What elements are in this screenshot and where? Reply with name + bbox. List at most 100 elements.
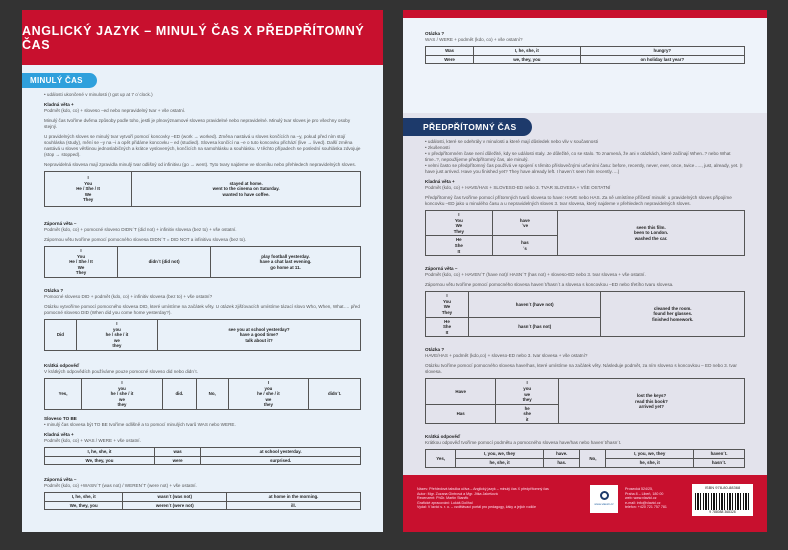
table-row: He She It hasn´t (has not) [425, 316, 745, 338]
table-cell: Did [44, 319, 77, 351]
bullet-list: události, které se odehrály v minulosti … [425, 139, 745, 175]
barcode-icon [695, 492, 750, 510]
table-cell: ill. [226, 500, 361, 511]
table-row: I, he, she, it was at school yesterday. [44, 447, 361, 457]
table-cell: was [153, 447, 202, 457]
table-cell: Yes, [424, 449, 457, 468]
table-cell: Was [424, 46, 475, 56]
table-cell: have ´ve [491, 209, 559, 237]
table-cell: I you he / she / it we they [75, 319, 159, 351]
table-cell: he, she, it [455, 458, 544, 468]
heading: Záporná věta – [425, 266, 458, 272]
heading: Otázka ? [425, 347, 445, 353]
heading: Kladná věta + [425, 179, 455, 184]
table-cell: weren´t (were not) [122, 500, 228, 511]
table-cell: I, you, we, they [605, 449, 695, 460]
table-cell: I, he, she, it [43, 492, 124, 502]
table-row: We, they, you weren´t (were not) ill. [43, 500, 361, 511]
table-row: I You He / She / It We They didn´t (did n… [43, 246, 361, 278]
table-cell: were [153, 455, 202, 466]
right-page: Otázka ? WAS / WERE + podmět (kdo, co) +… [403, 10, 767, 532]
heading: Otázka ? [44, 288, 64, 293]
table-to-be-positive: I, he, she, it was at school yesterday. We,… [44, 447, 361, 466]
table-negative: I You He / She / It We They didn´t (did n… [43, 246, 361, 278]
section-minuly-cas: MINULÝ ČAS [22, 73, 97, 88]
table-row: Have I you we they lost the keys? read thi… [424, 378, 745, 425]
heading: Kladná věta + [44, 102, 74, 107]
info-line: Vydal: V lavici s. r. o. – vzdělávací po… [417, 505, 537, 510]
paragraph: Nepravidelná slovesa mají zpravidla minu… [44, 162, 356, 167]
table-cell: I, he, she, it [473, 46, 581, 56]
table-positive: I You He / She / It We They stayed at hom… [43, 171, 361, 207]
table-negative: I You We They haven´t (have not) cleaned t… [425, 291, 745, 338]
paragraph: V krátkých odpovědích používáme pouze po… [44, 369, 198, 374]
title-banner: ANGLICKÝ JAZYK – MINULÝ ČAS X PŘEDPŘÍTOM… [22, 10, 383, 65]
address: Prosecká 524/25, Praha 8 – Libeň, 180 00… [625, 487, 695, 510]
table-cell: Have [424, 378, 497, 405]
table-to-be-question: Was I, he, she, it hungry? Were we, they, yo… [424, 46, 746, 65]
table-row: We, they, you were surprised. [44, 455, 361, 466]
rule: Podmět (kdo, co) + HAVEN´T (have not)/ H… [425, 272, 646, 278]
table-row: I You We They haven´t (have not) cleaned t… [425, 291, 745, 338]
rule: Podmět (kdo, co) +WASN´T (was not) / WER… [44, 483, 197, 489]
table-cell: on holiday last year? [579, 54, 746, 65]
table-cell: I, you, we, they [455, 449, 544, 460]
paragraph: Krátkou odpověď tvoříme pomocí podmětu a… [425, 440, 622, 446]
rule: Pomocné sloveso DID + podmět (kdo, co) +… [44, 294, 213, 299]
table-cell: didn´t (did not) [117, 246, 212, 278]
list-item: velmi často se předpřítomný čas používá … [425, 163, 745, 175]
address-line: e-mail: info@vlavici.cz [625, 500, 661, 505]
table-cell: we, they, you [473, 54, 581, 65]
table-cell: Has [424, 403, 497, 425]
rule: Podmět (kdo, co) + WAS / WERE + vše osta… [44, 438, 141, 443]
table-cell: No, [195, 378, 229, 410]
rule: Podmět (kdo, co) + pomocné sloveso DIDN´… [44, 227, 237, 232]
table-row: Yes, I you he / she / it we they did. No, I … [43, 378, 361, 410]
barcode-digits: 9 788088 368328 [709, 509, 736, 514]
isbn-barcode: ISBN 978-80-88368 9 788088 368328 [692, 484, 753, 516]
table-row: Was I, he, she, it hungry? [424, 46, 746, 56]
rule: Podmět (kdo, co) + HAVE/HAS + SLOVESO-ED… [425, 185, 611, 190]
footer: Název: Přehledová tabulka učiva – Anglic… [403, 475, 767, 532]
table-cell: play football yesterday. have a chat las… [210, 246, 361, 278]
table-row: Did I you he / she / it we they see you at… [44, 319, 361, 351]
heading: Krátká odpověď [425, 434, 461, 440]
table-cell: I You He / She / It We They [43, 246, 119, 278]
info-line: Název: Přehledová tabulka učiva – Anglic… [417, 487, 549, 491]
table-cell: have. [542, 449, 581, 460]
table-short-answer: Yes, I, you, we, they have. No, I, you, we, … [424, 449, 745, 468]
table-cell: didn´t. [308, 378, 361, 410]
rule: WAS / WERE + podmět (kdo, co) + vše osta… [425, 37, 523, 42]
paragraph: • minulý čas slovesa být TO BE tvoříme o… [44, 422, 236, 427]
heading: Záporná věta – [44, 221, 77, 226]
list-item: události, které se odehrály v minulosti … [425, 139, 745, 145]
info-line: Grafické zpracování: Lukáš Dolihal [417, 500, 473, 505]
page-title: ANGLICKÝ JAZYK – MINULÝ ČAS X PŘEDPŘÍTOM… [22, 23, 365, 52]
paragraph: Zápornou větu tvoříme pomocí pomocného s… [425, 282, 674, 288]
section-predpritomny-cas: PŘEDPŘÍTOMNÝ ČAS [403, 118, 533, 136]
table-cell: I you we they [495, 378, 559, 405]
heading: Otázka ? [425, 31, 445, 36]
table-row: Were we, they, you on holiday last year? [424, 54, 746, 65]
paragraph: Zápornou větu tvoříme pomocí pomocného s… [44, 237, 247, 242]
book-person-icon [599, 491, 609, 501]
table-cell: at school yesterday. [200, 447, 361, 457]
isbn-text: ISBN 978-80-88368 [704, 485, 741, 490]
table-to-be-negative: I, he, she, it wasn´t (was not) at home in… [43, 492, 361, 511]
heading: Kladná věta + [44, 432, 74, 437]
table-cell: haven´t. [693, 449, 745, 460]
table-row: I, he, she, it wasn´t (was not) at home in… [43, 492, 361, 502]
paragraph: Otázku vytvoříme pomocí pomocného sloves… [44, 304, 360, 315]
paragraph: Otázku tvoříme pomocí pomocného slovesa … [425, 363, 737, 375]
table-cell: I You We They [425, 209, 493, 237]
table-question: Have I you we they lost the keys? read thi… [424, 378, 745, 425]
intro: • události ukončené v minulosti (I got u… [44, 92, 153, 97]
list-item: v předpřítomném čase není důležité, kdy … [425, 151, 745, 163]
rule: HAVE/HAS + podmět (kdo,co) + sloveso-ED … [425, 353, 588, 359]
table-cell: hasn´t. [693, 458, 745, 468]
table-cell: hungry? [579, 46, 746, 56]
table-cell: I you he / she / it we they [227, 378, 310, 410]
table-row: Yes, I, you, we, they have. No, I, you, we, … [424, 449, 745, 468]
table-row: I You He / She / It We They stayed at hom… [43, 171, 361, 207]
top-strip [403, 10, 767, 18]
